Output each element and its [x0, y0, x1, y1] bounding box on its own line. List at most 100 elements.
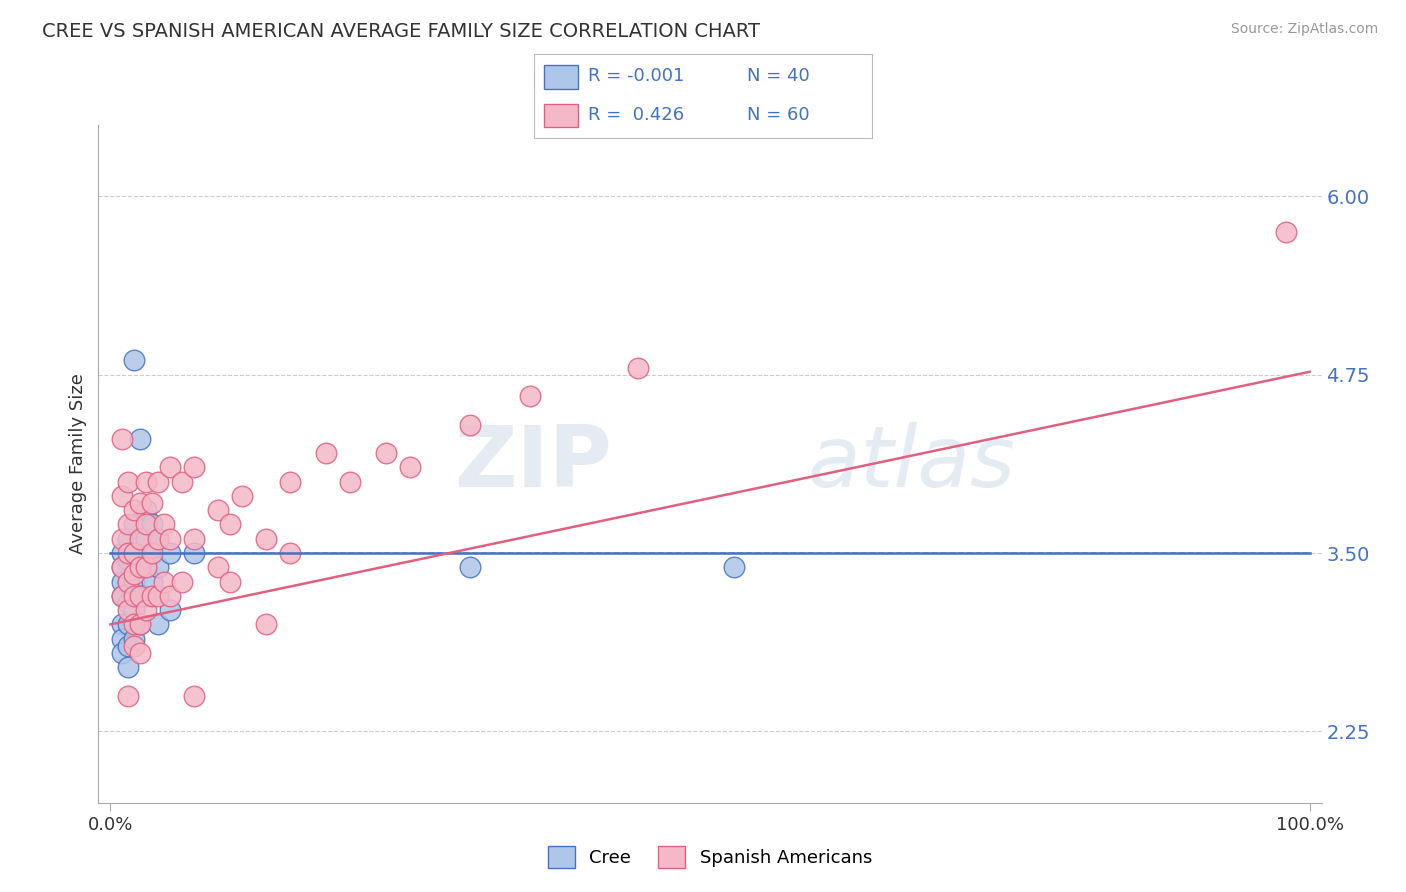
Point — [124, 546, 146, 560]
Point — [129, 646, 152, 660]
Point — [135, 603, 157, 617]
Point — [124, 639, 146, 653]
Point — [129, 560, 152, 574]
Bar — [544, 65, 578, 89]
Point — [141, 589, 163, 603]
Point — [124, 503, 146, 517]
Point — [124, 567, 146, 582]
Point — [219, 517, 242, 532]
Point — [111, 617, 134, 632]
Point — [627, 360, 650, 375]
Point — [159, 589, 181, 603]
Point — [219, 574, 242, 589]
Point — [117, 475, 139, 489]
Point — [111, 646, 134, 660]
Point — [183, 689, 205, 703]
Point — [124, 603, 146, 617]
Point — [141, 496, 163, 510]
Point — [129, 617, 152, 632]
Point — [111, 574, 134, 589]
Point — [117, 517, 139, 532]
Y-axis label: Average Family Size: Average Family Size — [69, 374, 87, 554]
Legend: Cree, Spanish Americans: Cree, Spanish Americans — [541, 838, 879, 875]
Point — [148, 532, 170, 546]
Point — [148, 532, 170, 546]
Point — [172, 574, 194, 589]
Point — [117, 617, 139, 632]
Point — [135, 560, 157, 574]
Point — [117, 546, 139, 560]
Point — [135, 517, 157, 532]
Point — [254, 617, 277, 632]
Point — [117, 574, 139, 589]
Point — [141, 517, 163, 532]
Point — [183, 460, 205, 475]
Point — [135, 560, 157, 574]
Point — [723, 560, 745, 574]
Point — [231, 489, 253, 503]
Point — [135, 589, 157, 603]
Point — [124, 353, 146, 368]
Point — [148, 617, 170, 632]
Point — [278, 546, 301, 560]
Point — [153, 517, 176, 532]
Point — [111, 560, 134, 574]
Point — [124, 574, 146, 589]
Point — [458, 560, 481, 574]
Point — [129, 617, 152, 632]
Text: N = 60: N = 60 — [747, 105, 810, 123]
Point — [111, 560, 134, 574]
Point — [141, 546, 163, 560]
Point — [148, 560, 170, 574]
Point — [375, 446, 398, 460]
Text: atlas: atlas — [808, 422, 1017, 506]
Point — [117, 574, 139, 589]
Point — [278, 475, 301, 489]
Point — [159, 603, 181, 617]
Text: CREE VS SPANISH AMERICAN AVERAGE FAMILY SIZE CORRELATION CHART: CREE VS SPANISH AMERICAN AVERAGE FAMILY … — [42, 22, 761, 41]
Point — [117, 596, 139, 610]
Point — [1274, 225, 1296, 239]
Point — [519, 389, 541, 403]
Point — [124, 617, 146, 632]
Point — [124, 632, 146, 646]
Point — [111, 589, 134, 603]
Point — [148, 475, 170, 489]
Point — [111, 589, 134, 603]
Point — [153, 574, 176, 589]
Point — [117, 553, 139, 567]
Point — [117, 660, 139, 674]
Point — [129, 560, 152, 574]
Point — [117, 689, 139, 703]
Point — [129, 589, 152, 603]
Point — [159, 460, 181, 475]
Point — [117, 532, 139, 546]
Point — [117, 603, 139, 617]
Point — [141, 574, 163, 589]
Point — [148, 589, 170, 603]
Point — [339, 475, 361, 489]
Point — [207, 503, 229, 517]
Point — [207, 560, 229, 574]
Point — [135, 475, 157, 489]
Point — [183, 546, 205, 560]
Point — [111, 632, 134, 646]
Point — [117, 639, 139, 653]
Text: ZIP: ZIP — [454, 422, 612, 506]
Point — [111, 532, 134, 546]
Point — [172, 475, 194, 489]
Text: R =  0.426: R = 0.426 — [588, 105, 685, 123]
Bar — [544, 103, 578, 128]
Point — [141, 546, 163, 560]
Point — [135, 532, 157, 546]
Point — [111, 489, 134, 503]
Point — [129, 532, 152, 546]
Point — [183, 532, 205, 546]
Point — [399, 460, 422, 475]
Point — [159, 532, 181, 546]
Point — [315, 446, 337, 460]
Point — [124, 546, 146, 560]
Point — [111, 432, 134, 446]
Point — [129, 496, 152, 510]
Point — [135, 503, 157, 517]
